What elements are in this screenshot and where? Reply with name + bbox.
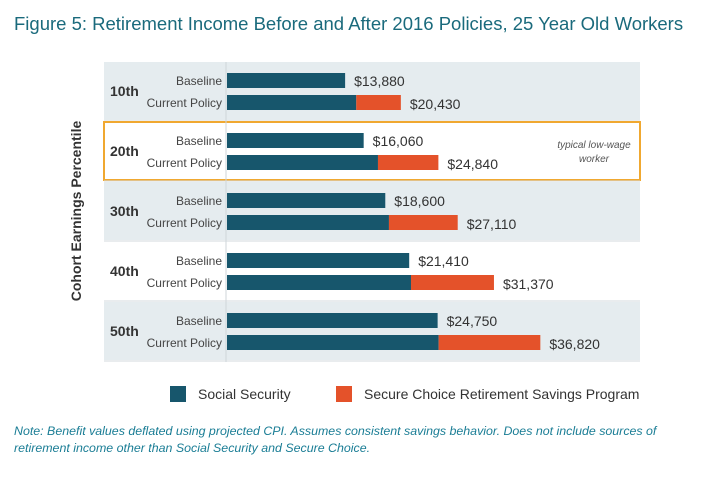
y-axis-label: Cohort Earnings Percentile (68, 121, 84, 302)
bar-label: Current Policy (147, 336, 222, 350)
data-label: $24,840 (447, 156, 498, 172)
chart-title: Figure 5: Retirement Income Before and A… (14, 13, 684, 34)
bar-label: Baseline (176, 194, 222, 208)
data-label: $27,110 (467, 216, 517, 232)
data-label: $16,060 (373, 133, 424, 149)
bar-current-secure-choice (410, 275, 494, 290)
group-label: 30th (110, 203, 139, 219)
legend-label: Secure Choice Retirement Savings Program (364, 386, 639, 402)
legend-swatch-social-security (170, 386, 186, 402)
bar-label: Current Policy (147, 276, 222, 290)
bar-label: Current Policy (147, 156, 222, 170)
chart-note: Note: Benefit values deflated using proj… (14, 424, 657, 455)
bar-current-social-security (227, 215, 389, 230)
bar-current-secure-choice (388, 215, 458, 230)
bar-label: Current Policy (147, 216, 222, 230)
bar-current-social-security (227, 335, 439, 350)
row-band (104, 302, 640, 360)
bar-current-secure-choice (377, 155, 439, 170)
data-label: $18,600 (394, 193, 445, 209)
row-band (104, 182, 640, 240)
bar-baseline-social-security (227, 133, 364, 148)
group-label: 40th (110, 263, 139, 279)
group-label: 50th (110, 323, 139, 339)
highlight-box (103, 121, 641, 181)
bar-label: Current Policy (147, 96, 222, 110)
data-label: $13,880 (354, 73, 405, 89)
data-label: $36,820 (549, 336, 600, 352)
bar-current-social-security (227, 155, 378, 170)
highlight-annotation: worker (579, 154, 610, 165)
highlight-annotation: typical low-wage (557, 140, 631, 151)
bar-current-social-security (227, 275, 411, 290)
group-label: 20th (110, 143, 139, 159)
row-band (104, 62, 640, 120)
bar-current-social-security (227, 95, 357, 110)
bar-label: Baseline (176, 314, 222, 328)
bar-label: Baseline (176, 254, 222, 268)
bar-baseline-social-security (227, 73, 346, 88)
bar-baseline-social-security (227, 313, 438, 328)
legend-swatch-secure-choice (336, 386, 352, 402)
bar-label: Baseline (176, 134, 222, 148)
row-band (104, 242, 640, 300)
row-band (104, 122, 640, 180)
bar-current-secure-choice (438, 335, 541, 350)
data-label: $24,750 (447, 313, 498, 329)
data-label: $21,410 (418, 253, 469, 269)
data-label: $31,370 (503, 276, 554, 292)
bar-baseline-social-security (227, 253, 410, 268)
legend-label: Social Security (198, 386, 291, 402)
bar-baseline-social-security (227, 193, 386, 208)
bar-current-secure-choice (356, 95, 401, 110)
bar-label: Baseline (176, 74, 222, 88)
data-label: $20,430 (410, 96, 461, 112)
group-label: 10th (110, 83, 139, 99)
